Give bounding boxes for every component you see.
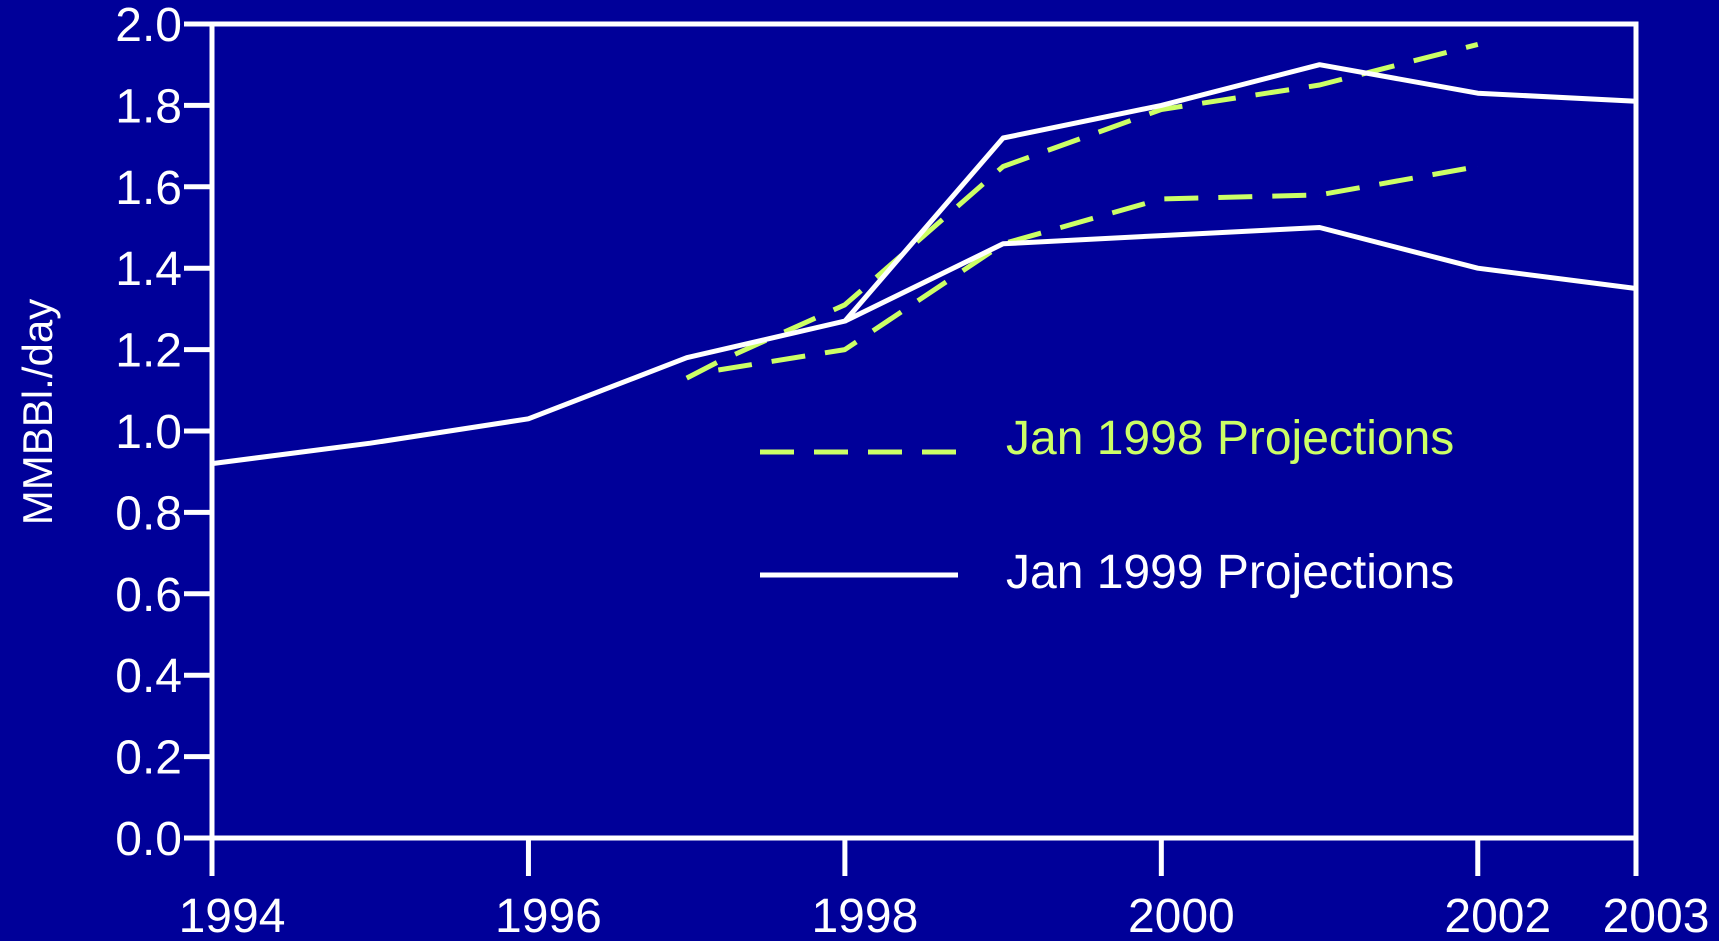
- x-tick-label: 1998: [811, 890, 918, 941]
- y-axis-title: MMBBl./day: [14, 299, 61, 525]
- legend-label-2: Jan 1999 Projections: [1006, 546, 1454, 599]
- y-tick-label: 0.4: [115, 650, 182, 703]
- legend-label-1: Jan 1998 Projections: [1006, 412, 1454, 465]
- legend: Jan 1998 Projections Jan 1999 Projections: [760, 412, 1454, 599]
- series-layer: [211, 41, 1637, 467]
- x-tick-label: 1996: [495, 890, 602, 941]
- y-tick-label: 0.8: [115, 487, 182, 540]
- y-tick-label: 1.2: [115, 325, 182, 378]
- y-tick-label: 0.0: [115, 813, 182, 866]
- x-tick-label: 2002: [1444, 890, 1551, 941]
- series-line-2-2: [843, 225, 1637, 324]
- series-line-2-1: [211, 62, 1637, 467]
- y-tick-label: 0.6: [115, 569, 182, 622]
- x-tick-label: 2000: [1128, 890, 1235, 941]
- series-line-1-2: [717, 164, 1479, 373]
- x-tick-label: 1994: [179, 890, 286, 941]
- y-tick-label: 1.8: [115, 80, 182, 133]
- y-tick-label: 1.0: [115, 406, 182, 459]
- axes-layer: 0.0 0.2 0.4 0.6 0.8 1.0 1.2 1.4 1.6 1.8 2.0 1994 199…: [115, 0, 1709, 941]
- y-tick-label: 0.2: [115, 732, 182, 785]
- y-tick-label: 1.6: [115, 162, 182, 215]
- y-tick-label: 1.4: [115, 243, 182, 296]
- x-tick-label: 2003: [1603, 890, 1710, 941]
- y-tick-label: 2.0: [115, 0, 182, 52]
